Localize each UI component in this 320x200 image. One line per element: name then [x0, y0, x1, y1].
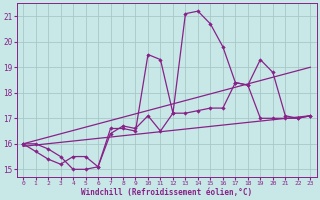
X-axis label: Windchill (Refroidissement éolien,°C): Windchill (Refroidissement éolien,°C) [81, 188, 252, 197]
